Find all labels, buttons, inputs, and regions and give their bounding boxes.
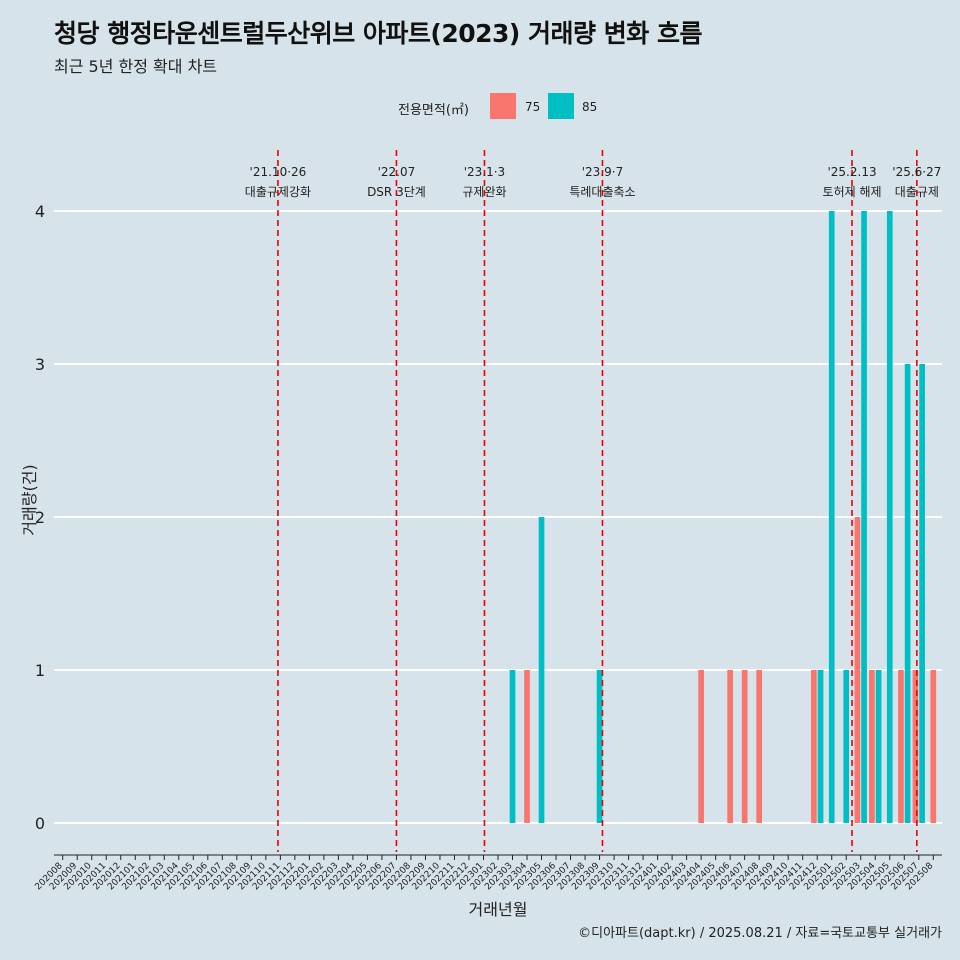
event-date-label: '25.6·27: [892, 165, 941, 179]
y-tick-label: 3: [35, 355, 45, 374]
y-tick-label: 0: [35, 814, 45, 833]
bar-75: [698, 670, 704, 823]
event-date-label: '22.07: [378, 165, 416, 179]
event-name-label: 특례대출축소: [569, 185, 635, 199]
legend-label-75: 75: [525, 100, 541, 114]
bar-75: [524, 670, 530, 823]
event-name-label: 대출규제강화: [245, 185, 311, 199]
bar-75: [930, 670, 937, 823]
legend-label-85: 85: [582, 100, 598, 114]
event-name-label: DSR 3단계: [367, 185, 426, 199]
y-axis-title: 거래량(건): [20, 464, 39, 535]
event-date-label: '23.1·3: [464, 165, 505, 179]
event-date-label: '21.10·26: [250, 165, 307, 179]
bar-85: [538, 517, 545, 823]
bar-75: [727, 670, 733, 823]
bar-85: [904, 364, 911, 823]
bar-85: [596, 670, 603, 823]
chart-subtitle: 최근 5년 한정 확대 차트: [54, 57, 218, 76]
event-date-label: '23.9·7: [582, 165, 623, 179]
legend: 전용면적(㎡) 75 85: [0, 92, 960, 122]
chart-title: 청당 행정타운센트럴두산위브 아파트(2023) 거래량 변화 흐름: [54, 19, 702, 48]
bar-85: [861, 211, 867, 823]
bar-75: [741, 670, 748, 823]
event-name-label: 규제완화: [462, 185, 506, 199]
bar-85: [886, 211, 893, 823]
legend-swatch-75: [490, 93, 516, 119]
bar-85: [843, 670, 850, 823]
legend-swatch-85: [548, 93, 574, 119]
event-name-label: 토허제 해제: [823, 185, 882, 199]
bar-75: [898, 670, 904, 823]
legend-title: 전용면적(㎡): [398, 103, 469, 118]
bar-85: [875, 670, 882, 823]
y-tick-label: 4: [35, 202, 45, 221]
bar-75: [811, 670, 817, 823]
bar-75: [869, 670, 875, 823]
event-date-label: '25.2.13: [827, 165, 876, 179]
x-axis-title: 거래년월: [469, 900, 528, 919]
y-tick-label: 1: [35, 661, 45, 680]
bar-85: [828, 211, 835, 823]
event-name-label: 대출규제: [895, 185, 939, 199]
bar-75: [854, 517, 861, 823]
bar-85: [919, 364, 925, 823]
y-tick-label: 2: [35, 508, 45, 527]
footer-credit: ©디아파트(dapt.kr) / 2025.08.21 / 자료=국토교통부 실…: [578, 926, 942, 941]
bar-75: [912, 670, 919, 823]
bar-85: [509, 670, 516, 823]
bar-85: [817, 670, 824, 823]
bar-75: [756, 670, 763, 823]
